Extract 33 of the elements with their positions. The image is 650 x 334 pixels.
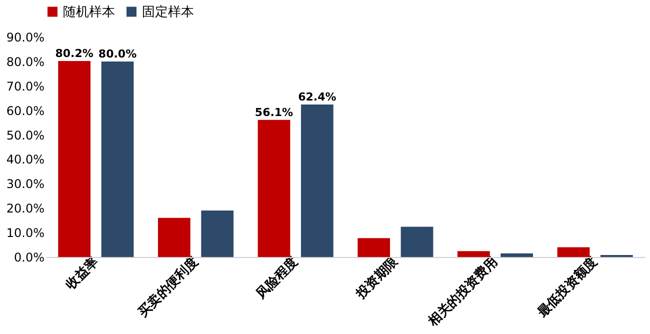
- y-tick-label: 30.0%: [6, 177, 44, 192]
- y-tick-label: 20.0%: [6, 202, 44, 216]
- x-tick-label: 风险程度: [252, 254, 302, 303]
- bar: [158, 218, 190, 257]
- y-tick-label: 60.0%: [6, 104, 44, 118]
- bar: [58, 60, 91, 257]
- x-tick-label: 买卖的便利度: [134, 254, 202, 320]
- y-tick-label: 40.0%: [6, 152, 44, 167]
- bar: [258, 120, 290, 257]
- y-tick-label: 0.0%: [14, 250, 44, 264]
- y-tick-label: 80.0%: [6, 54, 44, 69]
- legend-label: 随机样本: [63, 4, 115, 20]
- y-tick-label: 10.0%: [6, 226, 44, 240]
- x-tick-label: 最低投资额度: [534, 254, 601, 322]
- data-label: 56.1%: [254, 106, 294, 119]
- bar: [557, 247, 590, 257]
- x-tick-label: 投资期限: [352, 254, 402, 303]
- legend-label: 固定样本: [142, 4, 194, 20]
- bar: [101, 61, 134, 257]
- y-tick-label: 70.0%: [6, 79, 44, 94]
- bar: [300, 104, 334, 257]
- y-tick-label: 50.0%: [6, 128, 44, 142]
- bar: [457, 251, 490, 257]
- bar: [201, 210, 234, 257]
- data-label: 62.4%: [298, 90, 336, 104]
- data-label: 80.0%: [98, 47, 137, 60]
- y-tick-label: 90.0%: [6, 30, 44, 44]
- bar: [400, 226, 434, 257]
- bar: [358, 238, 390, 257]
- x-tick-label: 收益率: [62, 254, 102, 293]
- data-label: 80.2%: [55, 46, 94, 60]
- x-tick-label: 相关的投资费用: [424, 254, 501, 330]
- bar: [500, 253, 534, 257]
